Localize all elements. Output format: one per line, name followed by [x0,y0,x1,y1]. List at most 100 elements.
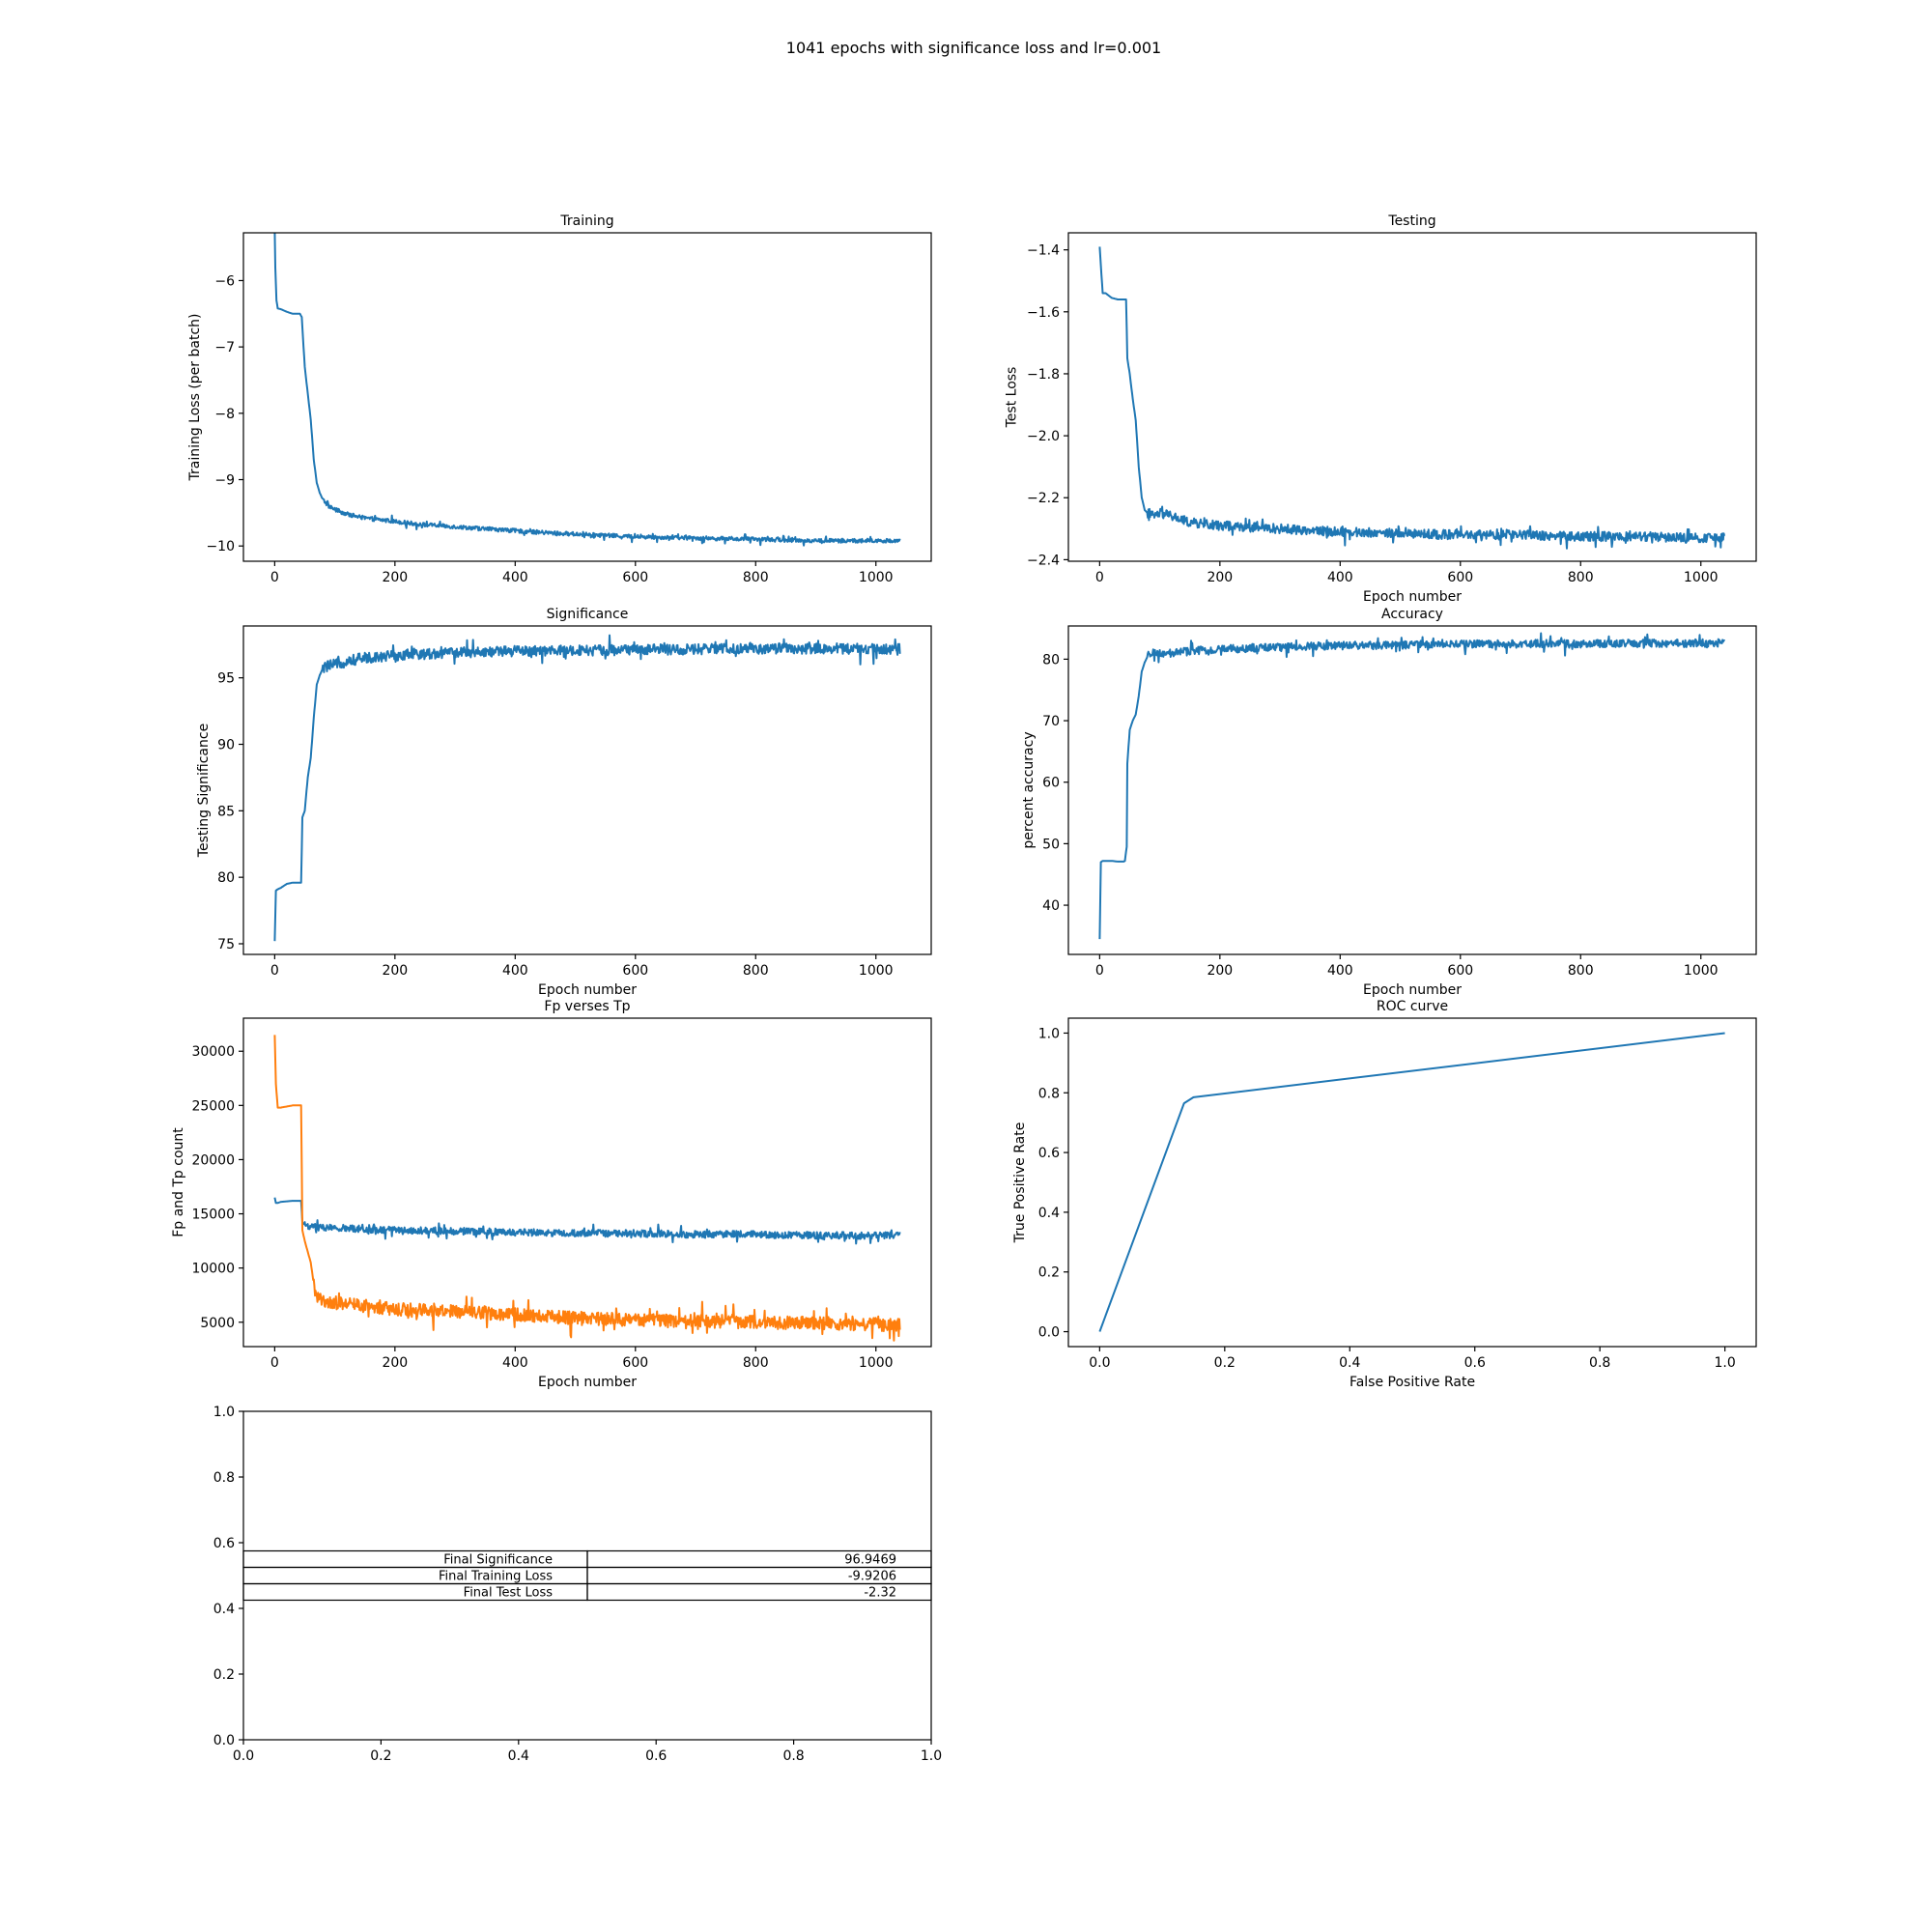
table-cell-label: Final Significance [443,1553,553,1568]
y-tick-label: 0.0 [213,1733,235,1748]
x-tick-label: 600 [622,963,648,979]
table-cell-value: -2.32 [864,1586,896,1601]
table-cell-value: 96.9469 [844,1553,896,1568]
series-line-training-1 [273,233,901,547]
panel-title-roc: ROC curve [1377,999,1448,1014]
table-cell-label: Final Training Loss [439,1570,553,1584]
x-tick-label: 200 [382,570,408,585]
x-tick-label: 0.8 [1589,1355,1610,1371]
x-tick-label: 400 [502,1355,528,1371]
panels: 0 200 400 600 800 1000−10−9−8−7−6TrainingTrai… [171,213,1757,1764]
panel-training: 0 200 400 600 800 1000 −10 −9 −8 −7 −6 Training Trai… [187,213,932,585]
x-axis-label-roc: False Positive Rate [1350,1375,1475,1390]
y-tick-label: 15000 [191,1208,235,1223]
x-tick-label: 0.2 [1214,1355,1236,1371]
table-cell-value: -9.9206 [848,1570,896,1584]
y-axis-label-accuracy: percent accuracy [1021,731,1037,848]
y-tick-label: −10 [206,539,235,554]
x-tick-label: 400 [502,570,528,585]
panel-roc: 0.0 0.2 0.4 0.6 0.8 1.0 0.0 0.2 0.4 0.6 0.8 1.0 ROC … [1012,999,1757,1390]
y-tick-label: 0.6 [1038,1146,1060,1161]
series-line-roc-1 [1098,1032,1725,1332]
y-tick-label: 25000 [191,1098,235,1114]
x-tick-label: 1000 [859,1355,894,1371]
y-tick-label: 1.0 [213,1405,235,1420]
y-tick-label: 80 [217,870,235,886]
table-row: Final Significance 96.9469 [242,1549,932,1569]
x-tick-label: 1000 [1684,963,1719,979]
y-tick-label: 0.4 [213,1602,235,1617]
series-line-accuracy-1 [1098,632,1725,940]
y-tick-label: −2.2 [1027,491,1060,506]
series-line-fptp-1 [273,1197,901,1245]
x-tick-label: 800 [743,1355,769,1371]
x-tick-label: 0 [270,963,279,979]
y-tick-label: −2.0 [1027,429,1060,444]
y-tick-label: 95 [217,671,235,687]
panel-title-fptp: Fp verses Tp [544,999,630,1014]
x-tick-label: 200 [1207,570,1233,585]
y-tick-label: −8 [214,407,235,422]
y-tick-label: −1.4 [1027,243,1060,259]
y-tick-label: 0.2 [1038,1265,1060,1281]
x-tick-label: 0.4 [1339,1355,1360,1371]
series-line-testing-1 [1098,246,1725,550]
x-tick-label: 0 [270,1355,279,1371]
y-tick-label: 1.0 [1038,1026,1060,1041]
y-tick-label: −1.8 [1027,367,1060,383]
y-tick-label: 0.6 [213,1536,235,1551]
x-tick-label: 1.0 [1715,1355,1736,1371]
y-tick-label: 70 [1042,714,1060,729]
panel-title-accuracy: Accuracy [1381,607,1443,622]
y-tick-label: −1.6 [1027,305,1060,321]
panel-testing: 0 200 400 600 800 1000 −2.4 −2.2 −2.0 −1.8 −1.6 −1.… [1005,213,1757,605]
y-tick-label: 20000 [191,1152,235,1168]
x-tick-label: 0 [1095,963,1104,979]
y-tick-label: 75 [217,937,235,952]
panel-significance: 0 200 400 600 800 1000 75 80 85 90 95 Significance E… [196,607,932,998]
x-axis-label-accuracy: Epoch number [1363,982,1462,998]
y-tick-label: 80 [1042,652,1060,668]
axes-frame-training [242,232,932,562]
series-line-fptp-2 [273,1035,901,1342]
x-tick-label: 1.0 [921,1748,942,1764]
axes-frame-fptp [242,1017,932,1348]
x-tick-label: 1000 [859,963,894,979]
x-axis-label-testing: Epoch number [1363,589,1462,605]
y-tick-label: 5000 [200,1316,235,1331]
x-tick-label: 200 [382,1355,408,1371]
y-tick-label: 0.4 [1038,1206,1060,1221]
x-axis-label-significance: Epoch number [538,982,637,998]
table-cell-label: Final Test Loss [464,1586,554,1601]
figure-title: 1041 epochs with significance loss and l… [786,39,1161,57]
x-tick-label: 0 [270,570,279,585]
x-tick-label: 800 [1568,963,1594,979]
y-axis-label-fptp: Fp and Tp count [171,1127,186,1237]
x-tick-label: 0.6 [1464,1355,1486,1371]
table-row: Final Training Loss -9.9206 [242,1566,932,1585]
x-tick-label: 600 [1447,963,1473,979]
table-row: Final Test Loss -2.32 [242,1582,932,1602]
y-tick-label: 30000 [191,1044,235,1060]
x-tick-label: 800 [743,963,769,979]
series-line-significance-1 [273,634,901,942]
x-tick-label: 0.8 [782,1748,804,1764]
axes-frame-testing [1067,232,1757,562]
y-tick-label: 0.2 [213,1667,235,1683]
y-tick-label: −9 [214,473,235,489]
y-axis-label-significance: Testing Significance [196,724,212,858]
axes-frame-significance [242,625,932,955]
y-tick-label: 90 [217,738,235,753]
x-tick-label: 200 [1207,963,1233,979]
y-tick-label: 60 [1042,776,1060,791]
y-tick-label: 50 [1042,837,1060,852]
x-tick-label: 200 [382,963,408,979]
x-tick-label: 0.6 [645,1748,667,1764]
y-axis-label-testing: Test Loss [1005,367,1020,429]
x-tick-label: 0 [1095,570,1104,585]
axes-frame-accuracy [1067,625,1757,955]
y-tick-label: 40 [1042,898,1060,914]
y-axis-label-roc: True Positive Rate [1012,1122,1028,1244]
x-tick-label: 0.0 [233,1748,254,1764]
